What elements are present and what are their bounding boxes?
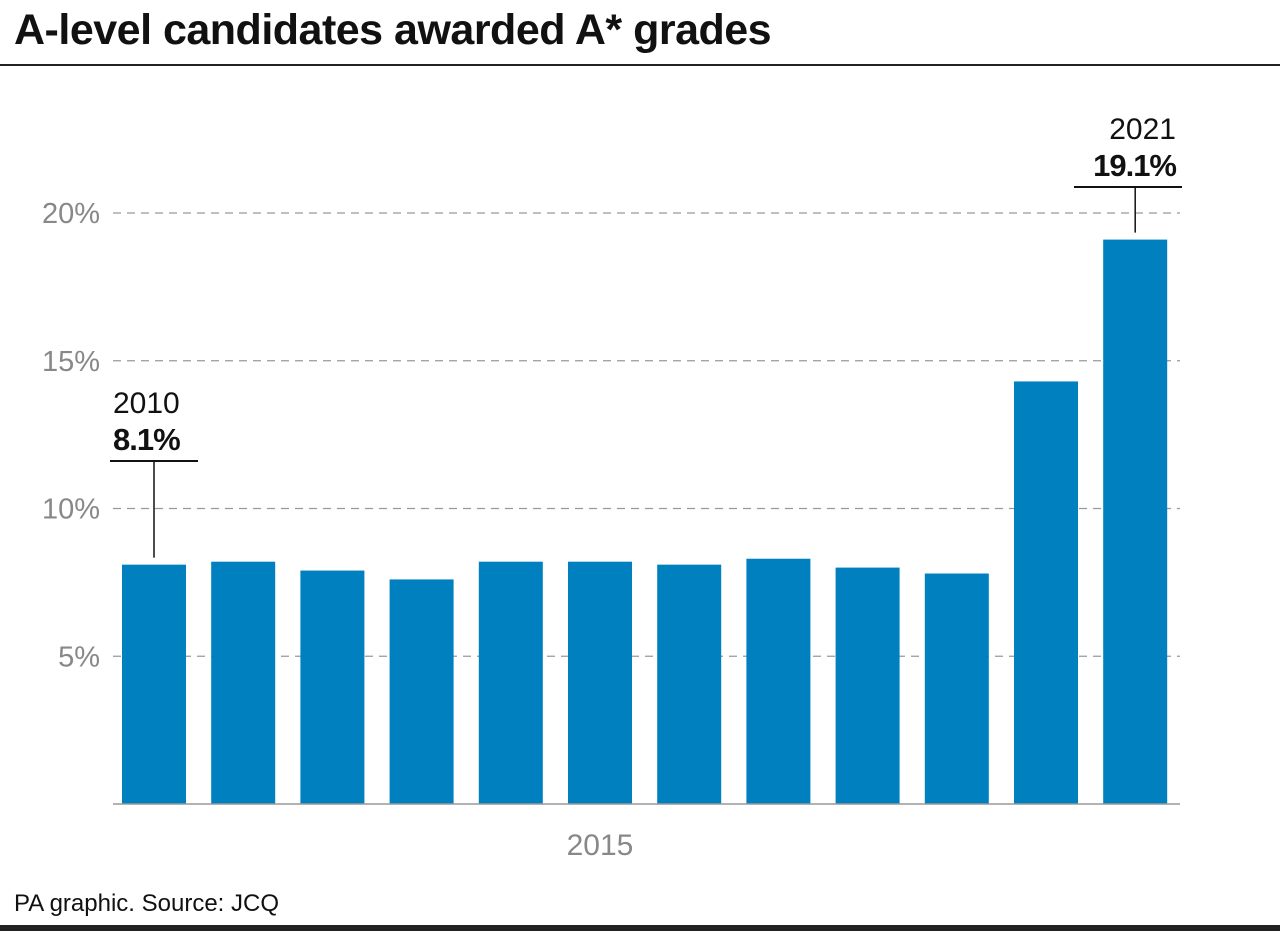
source-credit: PA graphic. Source: JCQ (14, 890, 280, 917)
x-tick-label: 2015 (567, 829, 634, 862)
bar-2013 (389, 579, 454, 804)
bar-2014 (478, 561, 543, 804)
bar-2021 (1103, 239, 1168, 805)
title-divider (0, 64, 1280, 66)
bar-2016 (657, 564, 722, 804)
y-tick-label: 10% (42, 494, 100, 526)
chart-title: A-level candidates awarded A* grades (14, 6, 772, 54)
annotation-value: 19.1% (1093, 148, 1176, 183)
bar-2020 (1014, 381, 1078, 804)
bar-2017 (746, 558, 811, 804)
y-tick-label: 20% (42, 198, 100, 230)
bar-2015 (568, 561, 632, 804)
annotation-year: 2021 (1109, 113, 1176, 146)
bar-2018 (835, 567, 900, 804)
bar-2019 (924, 573, 989, 804)
bar-2010 (122, 564, 186, 804)
bottom-divider (0, 925, 1280, 931)
y-tick-label: 15% (42, 346, 100, 378)
annotation-year: 2010 (113, 387, 180, 420)
y-tick-label: 5% (58, 641, 100, 673)
bar-2012 (300, 570, 365, 804)
annotation-value: 8.1% (113, 422, 180, 457)
bar-2011 (211, 561, 276, 804)
